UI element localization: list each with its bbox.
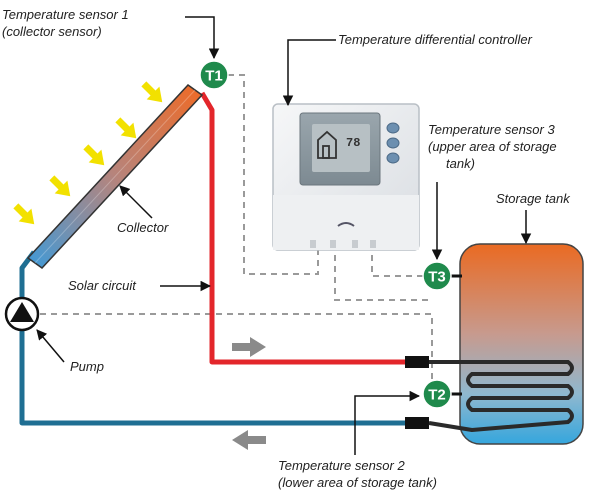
wire-t1: [228, 74, 319, 275]
flow-arrow-icon: [232, 337, 266, 450]
coil-inlet-connector: [405, 356, 429, 368]
label-t1-line1: Temperature sensor 1: [2, 7, 129, 22]
hot-pipe: [199, 91, 410, 365]
label-t2-line2: (lower area of storage tank): [278, 475, 437, 490]
label-t3-line2: (upper area of storage: [428, 139, 557, 154]
leader-t1: [185, 16, 220, 60]
flow-arrow-left: [232, 430, 266, 450]
leader-t2: [354, 390, 421, 455]
sensor-t2-badge: T2: [422, 379, 462, 409]
label-storage-tank: Storage tank: [496, 191, 571, 206]
label-pump: Pump: [70, 359, 104, 374]
callout-lines: [36, 16, 532, 455]
label-controller: Temperature differential controller: [338, 32, 533, 47]
wire-t2: [334, 244, 432, 301]
label-t3-line3: tank): [446, 156, 475, 171]
flow-arrow-right: [232, 337, 266, 357]
controller-logo: [337, 222, 355, 227]
label-collector: Collector: [117, 220, 169, 235]
label-t3-line1: Temperature sensor 3: [428, 122, 555, 137]
diagram-labels: Temperature sensor 1 (collector sensor) …: [2, 7, 571, 490]
cold-pipe-lower: [19, 330, 410, 426]
label-t2-line1: Temperature sensor 2: [278, 458, 405, 473]
heat-exchanger-coil: [426, 360, 574, 432]
sensor-t1-badge: T1: [199, 60, 229, 90]
wire-t3: [371, 244, 423, 277]
leader-pump: [36, 329, 65, 363]
controller-buttons: [386, 122, 400, 164]
leader-collector: [119, 185, 153, 219]
lcd-house-icon: [317, 130, 337, 159]
wire-pump: [40, 313, 433, 390]
sun-ray-arrow-icon: [13, 81, 163, 225]
label-solar-circuit: Solar circuit: [68, 278, 137, 293]
lcd-readout: 78: [346, 136, 360, 150]
pump-symbol-icon: [4, 296, 40, 332]
sensor-t1-label: T1: [205, 68, 223, 85]
sensor-wires: [40, 74, 433, 390]
collector-panel: [26, 84, 204, 269]
coil-outlet-connector: [405, 417, 429, 429]
leader-controller: [282, 39, 336, 107]
sensor-t3-badge: T3: [422, 261, 462, 291]
temperature-differential-controller: 78: [272, 103, 420, 251]
sensor-t3-label: T3: [428, 269, 446, 286]
label-t1-line2: (collector sensor): [2, 24, 102, 39]
sensor-t2-label: T2: [428, 387, 446, 404]
